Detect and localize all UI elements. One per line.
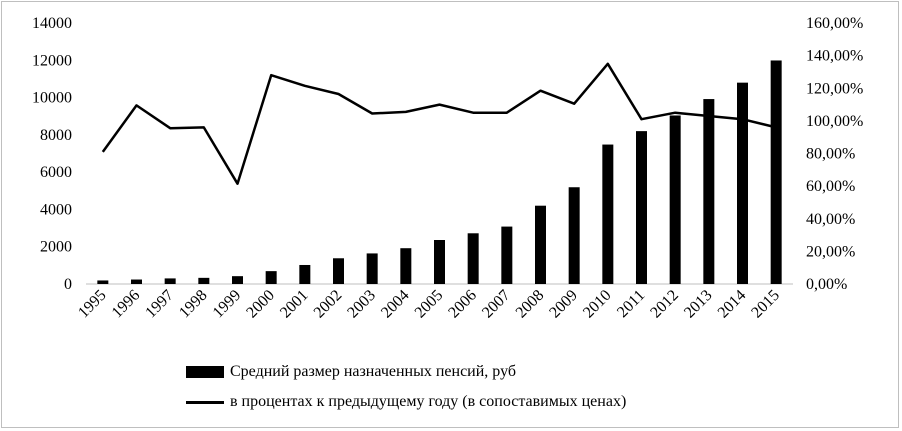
bar <box>232 276 243 284</box>
x-tick-label: 2012 <box>647 287 682 322</box>
legend-bar-swatch <box>186 366 224 378</box>
y-right-tick-label: 100,00% <box>806 113 863 130</box>
x-tick-label: 1999 <box>210 287 245 322</box>
bar <box>366 253 378 284</box>
x-tick-label: 2003 <box>344 287 379 322</box>
bar <box>636 131 647 284</box>
bar <box>164 278 176 284</box>
bar <box>568 187 580 284</box>
bar <box>400 248 412 284</box>
legend-item-bars: Средний размер назначенных пенсий, руб <box>186 363 516 381</box>
x-tick-label: 2015 <box>748 287 783 322</box>
x-tick-label: 1998 <box>176 287 211 322</box>
x-tick-label: 2000 <box>243 287 278 322</box>
bar <box>467 233 479 284</box>
y-right-tick-label: 160,00% <box>806 15 863 32</box>
y-left-tick-label: 10000 <box>32 90 72 107</box>
x-tick-label: 2014 <box>715 287 750 322</box>
y-right-tick-label: 80,00% <box>806 146 855 163</box>
y-right-tick-label: 40,00% <box>806 211 855 228</box>
y-left-tick-label: 2000 <box>40 239 72 256</box>
y-left-tick-label: 0 <box>64 276 72 293</box>
x-tick-label: 2004 <box>378 287 413 322</box>
bar <box>602 144 614 284</box>
legend-line-swatch <box>186 400 224 404</box>
y-right-tick-label: 120,00% <box>806 80 863 97</box>
x-tick-label: 2007 <box>479 287 514 322</box>
legend-item-line: в процентах к предыдущему году (в сопост… <box>186 393 626 411</box>
bar <box>501 226 513 284</box>
bar <box>770 60 782 285</box>
bar <box>198 277 210 284</box>
line-series <box>101 62 777 185</box>
y-right-tick-label: 60,00% <box>806 178 855 195</box>
x-tick-label: 1997 <box>142 287 177 322</box>
y-left-tick-label: 6000 <box>40 164 72 181</box>
y-left-tick-label: 8000 <box>40 127 72 144</box>
y-left-tick-label: 12000 <box>32 52 72 69</box>
x-tick-label: 2002 <box>311 287 346 322</box>
x-tick-label: 2009 <box>546 287 581 322</box>
bar <box>97 280 109 284</box>
x-tick-label: 2006 <box>445 287 480 322</box>
bar <box>265 271 277 284</box>
bar <box>703 99 715 284</box>
bar <box>434 240 445 284</box>
bar <box>737 82 748 285</box>
bar <box>669 115 681 285</box>
x-tick-label: 2010 <box>580 287 615 322</box>
y-left-tick-label: 4000 <box>40 201 72 218</box>
x-tick-label: 2008 <box>513 287 548 322</box>
bar <box>333 258 344 284</box>
y-right-tick-label: 0,00% <box>806 276 847 293</box>
x-tick-label: 2005 <box>412 287 447 322</box>
y-right-tick-label: 140,00% <box>806 48 863 65</box>
legend-line-label: в процентах к предыдущему году (в сопост… <box>230 393 627 410</box>
x-tick-label: 2001 <box>277 287 312 322</box>
x-tick-label: 2013 <box>681 287 716 322</box>
legend-bar-label: Средний размер назначенных пенсий, руб <box>230 363 517 380</box>
bar <box>535 205 546 284</box>
x-tick-label: 2011 <box>614 287 648 321</box>
bar <box>299 264 311 284</box>
y-left-tick-label: 14000 <box>32 15 72 32</box>
x-tick-label: 1996 <box>109 287 144 322</box>
bar <box>131 279 142 284</box>
x-tick-label: 1995 <box>75 287 110 322</box>
y-right-tick-label: 20,00% <box>806 243 855 260</box>
